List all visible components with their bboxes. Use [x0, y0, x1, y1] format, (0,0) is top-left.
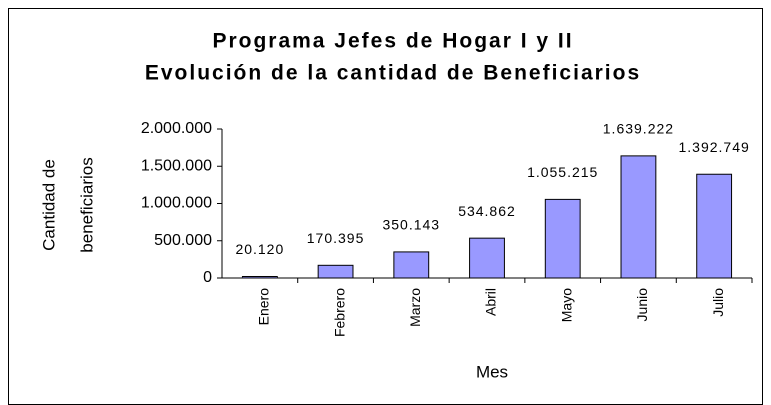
bar: [544, 198, 581, 279]
bar: [620, 155, 657, 279]
y-axis-label: beneficiarios: [77, 157, 96, 252]
x-tick-label: Marzo: [407, 288, 423, 327]
value-label: 170.395: [307, 230, 365, 246]
x-tick-label: Abril: [483, 288, 499, 316]
y-axis-label: Cantidad de: [39, 159, 58, 251]
y-tick-label: 2.000.000: [141, 120, 212, 137]
value-label: 20.120: [235, 241, 284, 257]
bar: [393, 251, 430, 279]
x-axis-label: Mes: [476, 362, 508, 381]
value-label: 1.055.215: [527, 164, 598, 180]
value-label: 1.392.749: [678, 139, 749, 155]
value-label: 534.862: [458, 203, 516, 219]
value-label: 350.143: [382, 217, 440, 233]
x-tick-label: Julio: [710, 288, 726, 317]
x-tick-label: Enero: [256, 288, 272, 326]
bar: [317, 264, 354, 279]
y-tick-label: 500.000: [154, 232, 212, 249]
chart-subtitle: Evolución de la cantidad de Beneficiario…: [145, 62, 641, 85]
value-label: 1.639.222: [603, 121, 674, 137]
x-tick-label: Junio: [634, 288, 650, 322]
bar: [469, 237, 505, 279]
y-tick-label: 0: [203, 269, 212, 286]
chart-title: Programa Jefes de Hogar I y II: [212, 30, 573, 53]
x-tick-label: Mayo: [558, 288, 574, 322]
bar: [696, 173, 733, 279]
y-tick-label: 1.500.000: [141, 157, 212, 174]
y-tick-label: 1.000.000: [141, 195, 212, 212]
x-tick-label: Febrero: [331, 288, 347, 337]
